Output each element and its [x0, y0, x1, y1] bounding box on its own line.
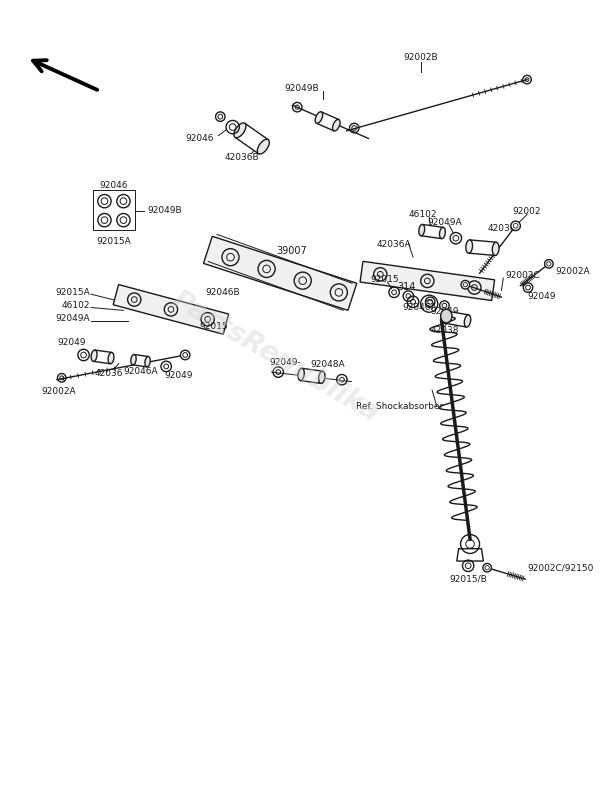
Text: 92046B: 92046B	[206, 288, 241, 297]
Circle shape	[511, 221, 520, 231]
Polygon shape	[235, 123, 268, 154]
Circle shape	[181, 350, 190, 360]
Text: 92046: 92046	[185, 134, 214, 143]
Polygon shape	[457, 549, 484, 561]
Polygon shape	[113, 285, 229, 334]
Text: 92002C: 92002C	[505, 271, 540, 279]
Ellipse shape	[315, 111, 323, 123]
Text: 39007: 39007	[276, 246, 307, 256]
Text: 92002A: 92002A	[556, 267, 590, 276]
Text: 92049: 92049	[164, 371, 193, 381]
Ellipse shape	[108, 352, 114, 363]
Text: 92015: 92015	[199, 322, 228, 331]
Text: 92015A: 92015A	[97, 236, 131, 246]
Text: 92049-: 92049-	[269, 358, 301, 367]
Ellipse shape	[419, 225, 425, 236]
Ellipse shape	[131, 355, 136, 365]
Ellipse shape	[440, 309, 452, 323]
Text: 92048A: 92048A	[310, 360, 345, 369]
Ellipse shape	[298, 368, 304, 381]
Circle shape	[483, 564, 491, 572]
Text: 42038: 42038	[430, 326, 458, 334]
Text: 92015A: 92015A	[55, 288, 90, 297]
Text: 92046: 92046	[100, 181, 128, 191]
Text: 92046A: 92046A	[123, 367, 158, 376]
Circle shape	[461, 280, 470, 289]
Text: 314: 314	[397, 282, 416, 291]
Polygon shape	[443, 311, 469, 327]
Polygon shape	[469, 240, 496, 255]
Text: 46102: 46102	[62, 301, 90, 310]
Polygon shape	[316, 112, 339, 131]
Text: 46102: 46102	[409, 210, 437, 219]
Text: 92049B: 92049B	[284, 84, 319, 93]
Text: 92046A: 92046A	[403, 303, 437, 312]
Ellipse shape	[332, 119, 340, 131]
Text: 92049: 92049	[430, 307, 458, 316]
Polygon shape	[360, 261, 494, 301]
Circle shape	[545, 260, 553, 268]
Text: 42036: 42036	[95, 368, 124, 378]
Text: 92002A: 92002A	[41, 386, 76, 396]
Text: 92049: 92049	[57, 338, 85, 347]
Ellipse shape	[319, 371, 325, 383]
Text: 92002B: 92002B	[403, 53, 438, 62]
Polygon shape	[421, 225, 443, 239]
Ellipse shape	[492, 243, 499, 255]
Ellipse shape	[234, 123, 246, 137]
Text: 92049A: 92049A	[427, 217, 462, 227]
Polygon shape	[133, 355, 148, 367]
Text: 42036A: 42036A	[377, 240, 412, 250]
Polygon shape	[300, 368, 323, 383]
Ellipse shape	[91, 350, 97, 361]
Ellipse shape	[464, 315, 471, 327]
Text: 92015: 92015	[370, 275, 399, 283]
Ellipse shape	[145, 356, 150, 367]
Text: PartsRepublika: PartsRepublika	[166, 286, 385, 428]
Ellipse shape	[441, 311, 448, 323]
Text: 92049: 92049	[527, 291, 556, 301]
Ellipse shape	[257, 139, 269, 154]
Ellipse shape	[466, 240, 473, 253]
Polygon shape	[94, 350, 112, 363]
Bar	[93, 190, 135, 230]
Text: 92002: 92002	[513, 207, 541, 216]
Text: Ref. Shockabsorber: Ref. Shockabsorber	[356, 402, 443, 411]
Polygon shape	[203, 236, 357, 310]
Text: 42036B: 42036B	[225, 153, 259, 162]
Text: 92015/B: 92015/B	[449, 575, 487, 583]
Text: 42036: 42036	[487, 225, 515, 233]
Text: 92002C/92150: 92002C/92150	[527, 563, 593, 572]
Ellipse shape	[439, 228, 445, 239]
Text: 92049B: 92049B	[147, 206, 182, 215]
Text: 92049A: 92049A	[56, 315, 90, 323]
